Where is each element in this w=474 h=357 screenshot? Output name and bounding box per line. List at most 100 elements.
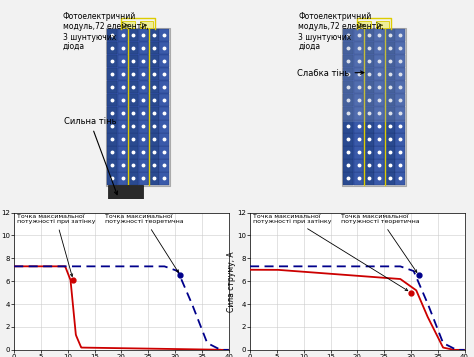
Bar [138, 42, 148, 54]
Bar [149, 94, 159, 106]
Bar [364, 120, 374, 132]
Bar [128, 94, 138, 106]
Bar [159, 133, 169, 146]
Bar [343, 42, 353, 54]
Bar [128, 42, 138, 54]
Text: Точка максимальної
потужності при затінку: Точка максимальної потужності при затінк… [17, 214, 95, 276]
Bar [364, 172, 374, 185]
Bar [385, 94, 394, 106]
Bar [107, 29, 170, 185]
Bar [149, 107, 159, 120]
Bar [118, 29, 128, 41]
Bar [159, 146, 169, 159]
Bar [395, 81, 405, 94]
Bar [364, 107, 374, 120]
Bar [343, 81, 353, 94]
Bar [138, 172, 148, 185]
Bar [108, 42, 117, 54]
Bar [385, 107, 394, 120]
Bar [395, 55, 405, 67]
Bar [343, 107, 353, 120]
Bar [343, 55, 353, 67]
Bar [385, 172, 394, 185]
Bar [395, 94, 405, 106]
Bar [108, 55, 117, 67]
Bar [354, 172, 364, 185]
Bar [128, 146, 138, 159]
Bar [138, 81, 148, 94]
Bar [374, 133, 384, 146]
Bar [108, 120, 117, 132]
Bar [357, 21, 371, 28]
Bar [343, 29, 405, 122]
Bar [138, 146, 148, 159]
Bar [159, 68, 169, 80]
Bar [374, 172, 384, 185]
Bar [106, 28, 171, 186]
Bar [354, 29, 364, 41]
Bar [395, 68, 405, 80]
Bar [149, 42, 159, 54]
Text: Слабка тінь: Слабка тінь [297, 69, 364, 78]
Bar [118, 42, 128, 54]
Bar [108, 29, 117, 41]
Bar [159, 120, 169, 132]
Bar [354, 107, 364, 120]
Bar [128, 68, 138, 80]
Bar [159, 107, 169, 120]
Bar [108, 94, 117, 106]
Bar [138, 107, 148, 120]
Bar [354, 146, 364, 159]
Text: Точка максимальної
потужності теоретична: Точка максимальної потужності теоретична [105, 214, 184, 272]
Bar [149, 29, 159, 41]
Bar [364, 81, 374, 94]
Bar [364, 94, 374, 106]
Bar [108, 159, 117, 172]
Bar [108, 172, 117, 185]
Bar [374, 81, 384, 94]
Bar [395, 133, 405, 146]
Bar [364, 146, 374, 159]
Bar [374, 120, 384, 132]
Bar [395, 42, 405, 54]
Bar [395, 107, 405, 120]
Bar [374, 107, 384, 120]
Bar [364, 133, 374, 146]
Bar [364, 42, 374, 54]
Bar [354, 159, 364, 172]
Bar [374, 55, 384, 67]
Bar [364, 68, 374, 80]
Bar [108, 107, 117, 120]
Bar [118, 133, 128, 146]
Bar [149, 146, 159, 159]
Bar [149, 68, 159, 80]
Bar [374, 159, 384, 172]
Bar [149, 120, 159, 132]
Bar [128, 55, 138, 67]
Bar [385, 133, 394, 146]
Bar [343, 29, 405, 185]
Bar [138, 120, 148, 132]
Bar [159, 81, 169, 94]
Bar [149, 81, 159, 94]
Bar [343, 120, 353, 132]
Text: Точка максимальної
потужності теоретична: Точка максимальної потужності теоретична [341, 214, 420, 272]
Bar [364, 159, 374, 172]
Bar [395, 159, 405, 172]
Bar [374, 94, 384, 106]
Bar [395, 172, 405, 185]
Bar [343, 133, 353, 146]
Bar [374, 29, 384, 41]
Bar [149, 159, 159, 172]
Bar [140, 21, 153, 28]
Bar [118, 107, 128, 120]
Bar [128, 133, 138, 146]
Bar [374, 68, 384, 80]
Bar [385, 68, 394, 80]
Bar [118, 68, 128, 80]
Bar [376, 21, 389, 28]
Bar [128, 107, 138, 120]
Bar [149, 172, 159, 185]
Bar [159, 172, 169, 185]
Bar [385, 120, 394, 132]
